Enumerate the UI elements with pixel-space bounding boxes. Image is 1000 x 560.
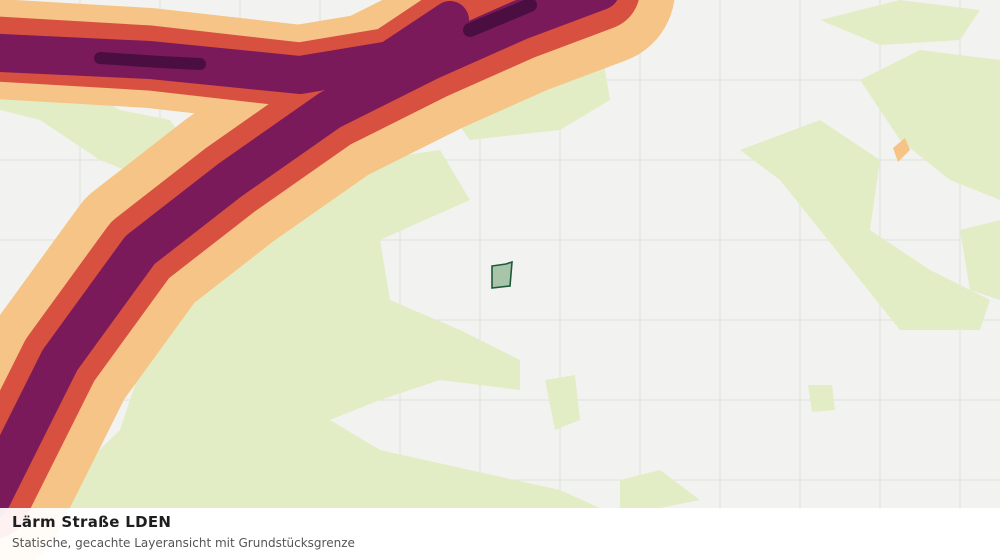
green-area (620, 470, 700, 508)
noise-band-max (463, 0, 537, 37)
noise-band-high (0, 1, 469, 94)
noise-band-max (94, 52, 206, 70)
legend-panel: Lärm Straße LDEN Statische, gecachte Lay… (0, 508, 1000, 560)
noise-spot (893, 138, 910, 162)
green-area (960, 220, 1000, 300)
legend-title: Lärm Straße LDEN (12, 513, 172, 531)
green-area (545, 375, 580, 430)
green-area (820, 0, 980, 45)
noise-bands (0, 0, 674, 560)
green-area (808, 385, 835, 412)
legend-subtitle: Statische, gecachte Layeransicht mit Gru… (12, 536, 355, 550)
noise-band-high (0, 0, 618, 518)
parcel-boundary (491, 260, 513, 289)
green-area (860, 50, 1000, 200)
green-area (740, 120, 990, 330)
